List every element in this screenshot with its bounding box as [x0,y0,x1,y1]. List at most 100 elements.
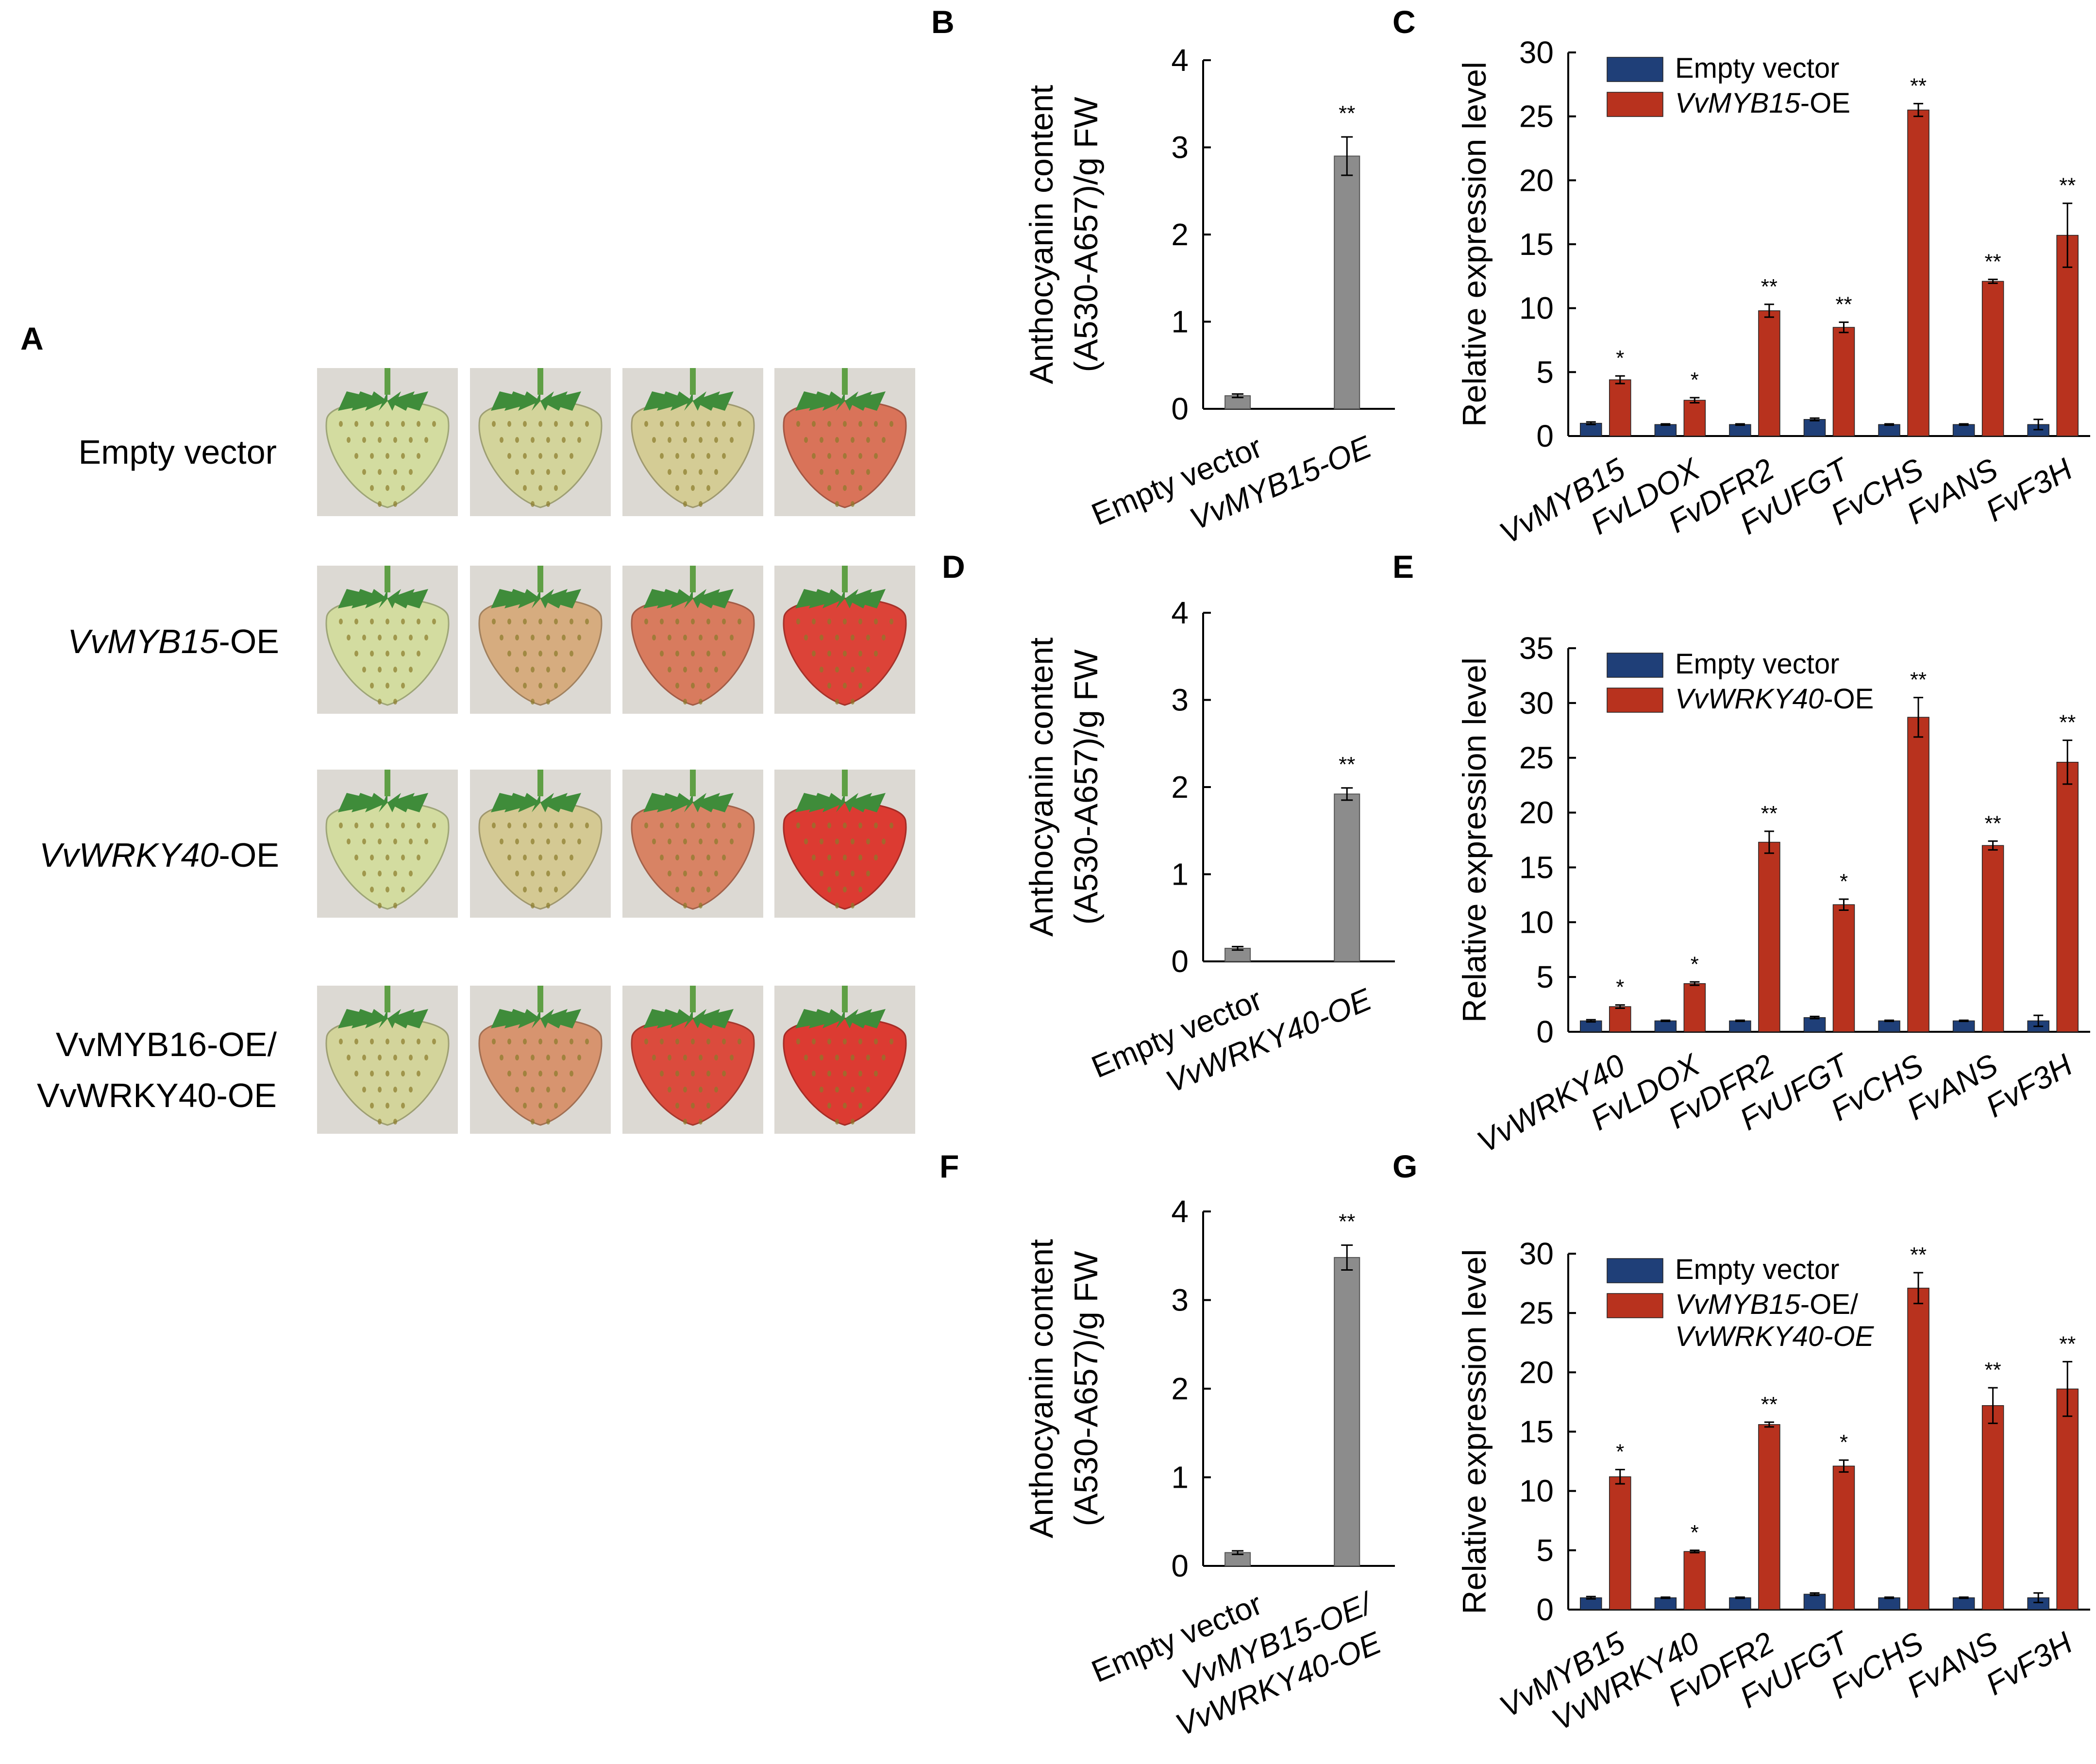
bar-empty-vector [1878,424,1900,437]
panel-label-d: D [942,549,965,585]
bar-empty-vector [2027,1597,2049,1610]
bar-empty-vector [1878,1597,1900,1610]
seed [515,1087,519,1092]
seed [386,1071,389,1076]
seed [570,453,573,459]
strawberry-photo [622,368,763,516]
seed [851,871,855,876]
significance-marker: * [1691,1521,1699,1545]
seed [393,871,397,876]
seed [691,619,695,624]
seed [706,683,710,689]
seed [812,1071,816,1076]
seed [354,823,358,828]
seed [523,619,527,624]
seed [668,667,671,672]
y-axis-title: (A530-A657)/g FW [1068,97,1105,372]
bar-overexpression [1832,904,1855,1032]
seed [362,437,366,443]
seed [362,1087,366,1092]
seed [675,485,679,491]
seed [523,485,527,491]
seed [432,421,436,427]
seed [432,619,436,624]
stem [385,566,390,592]
sepal-leaf [387,1009,428,1028]
row-label-combined-line2: VvWRKY40-OE [37,1076,277,1114]
bar-overexpression [1832,327,1855,437]
seed [370,1039,374,1044]
seed [507,1071,511,1076]
seed [570,1071,573,1076]
bar-empty-vector [1654,1020,1677,1032]
seed [354,651,358,656]
seed [706,1039,710,1044]
seed [874,1071,878,1076]
panel-label-f: F [939,1148,959,1184]
seed [538,651,542,656]
seed [812,619,816,624]
seed [538,855,542,860]
seed [714,839,718,844]
seed [432,823,436,828]
sepal-leaf [532,391,540,411]
chart-panel-e: 0 5 10 15 20 25 30 35 Relative expression level *… [1456,631,2090,1159]
seed [820,1055,823,1060]
seed [424,839,428,844]
significance-marker: ** [1761,275,1777,299]
bar-empty-vector [1952,1020,1975,1032]
seed [820,667,823,672]
seed [531,501,535,507]
strawberry-photo [317,770,458,918]
seed [401,651,405,656]
seed [827,683,831,689]
seed [401,855,405,860]
seed [523,855,527,860]
seed [796,823,800,828]
seed [370,1071,374,1076]
seed [804,839,808,844]
chart-panel-d: 0 1 2 3 4 Anthocyanin content (A530-A657)/g FW… [1023,595,1395,1099]
bar-overexpression [1981,845,2004,1032]
seed [851,699,855,705]
seed [722,855,726,860]
stem [690,986,696,1012]
seed [706,1103,710,1109]
stem [537,770,543,796]
stem [690,368,696,395]
y-axis-title: Relative expression level [1456,657,1493,1023]
x-category-label: FvF3H [1980,1625,2079,1702]
seed [866,437,870,443]
panel-label-b: B [931,4,955,40]
y-tick-label: 2 [1171,217,1189,252]
seed [354,619,358,624]
y-axis-title: Anthocyanin content [1023,1239,1060,1538]
seed [554,1071,558,1076]
bar-overexpression [1907,717,1929,1032]
y-tick-label: 4 [1171,1194,1189,1229]
seed [851,1087,855,1092]
seed [386,421,389,427]
seed [393,469,397,475]
seed [835,1055,839,1060]
seed [370,421,374,427]
seed [858,651,862,656]
seed [683,1119,687,1125]
bar-empty-vector [1654,424,1677,437]
seed [370,887,374,892]
seed [827,1071,831,1076]
y-tick-label: 35 [1519,631,1554,666]
seed [699,699,703,705]
sepal-leaf [836,793,845,812]
sepal-leaf [671,589,693,608]
seed [858,1039,862,1044]
y-tick-label: 30 [1519,35,1554,70]
seed [691,1103,695,1109]
seed [393,437,397,443]
seed [660,855,664,860]
seed [538,485,542,491]
seed [843,823,847,828]
significance-marker: * [1616,1440,1624,1464]
seed [339,1039,343,1044]
